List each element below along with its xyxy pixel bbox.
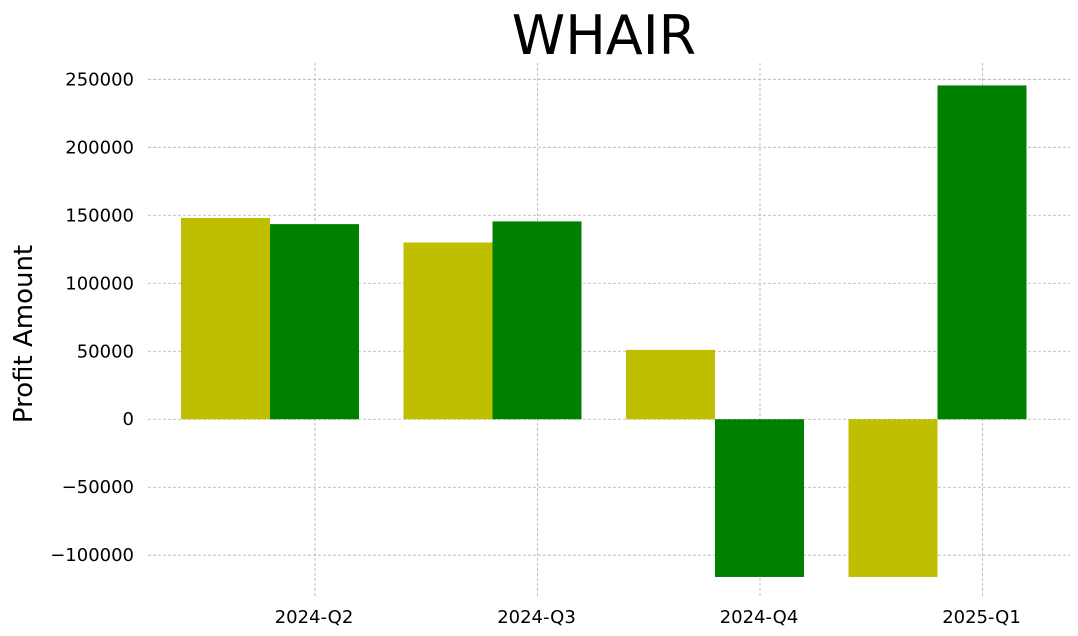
- bar-series-1-2024-Q3: [403, 242, 493, 420]
- bar-series-2-2025-Q1: [937, 85, 1027, 420]
- y-tick-labels: −100000 −50000 0 50000 100000 150000 200000 250…: [50, 69, 134, 566]
- y-axis-label: Profit Amount: [9, 245, 39, 423]
- y-tick-label: 150000: [65, 205, 134, 226]
- y-tick-label: 250000: [65, 69, 134, 90]
- y-tick-label: 0: [123, 409, 134, 430]
- x-tick-label: 2025-Q1: [942, 607, 1021, 628]
- bar-series-1-2025-Q1: [848, 419, 938, 577]
- bar-series-2-2024-Q2: [270, 224, 359, 420]
- bar-series-1-2024-Q4: [626, 349, 715, 420]
- x-tick-label: 2024-Q2: [275, 607, 354, 628]
- y-tick-label: −100000: [50, 545, 134, 566]
- x-tick-label: 2024-Q3: [497, 607, 576, 628]
- bars: [181, 85, 1027, 577]
- chart-title: WHAIR: [512, 4, 696, 67]
- y-tick-label: −50000: [62, 477, 134, 498]
- bar-series-1-2024-Q2: [181, 218, 270, 420]
- y-tick-label: 100000: [65, 273, 134, 294]
- x-tick-labels: 2024-Q2 2024-Q3 2024-Q4 2025-Q1: [275, 607, 1021, 628]
- bar-series-2-2024-Q4: [715, 419, 804, 577]
- y-tick-label: 200000: [65, 137, 134, 158]
- bar-series-2-2024-Q3: [492, 221, 582, 420]
- x-tick-label: 2024-Q4: [720, 607, 799, 628]
- y-tick-label: 50000: [77, 341, 134, 362]
